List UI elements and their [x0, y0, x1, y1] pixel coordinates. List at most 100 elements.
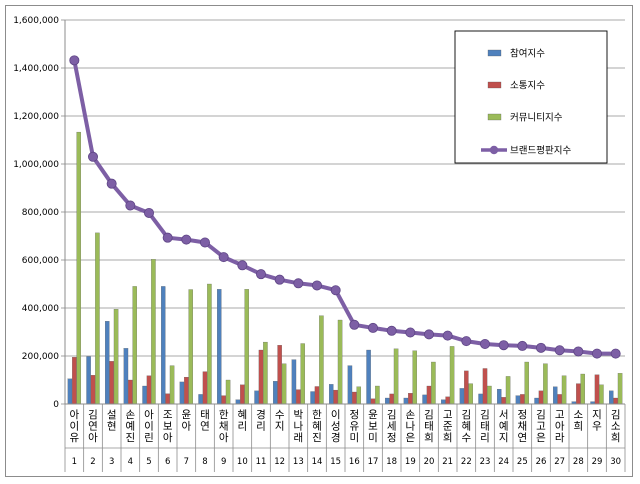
category-char: 보 — [368, 421, 378, 433]
category-char: 이 — [69, 421, 79, 433]
bar — [609, 390, 614, 405]
bar — [296, 389, 301, 405]
line-point — [517, 340, 528, 351]
bar — [352, 391, 357, 405]
rank-label: 15 — [330, 457, 341, 467]
category-char: 나 — [405, 421, 415, 433]
category-char: 지 — [499, 432, 509, 444]
category-char: 아 — [219, 432, 229, 444]
line-point — [162, 232, 173, 243]
bar — [520, 394, 525, 405]
bar — [389, 393, 394, 405]
category-char: 태 — [200, 409, 210, 421]
bar — [412, 350, 417, 405]
bar — [244, 289, 249, 405]
bar — [90, 375, 96, 405]
rank-label: 5 — [146, 457, 151, 467]
brand-reputation-chart: 0 200,000 400,000 600,000 800,000 1,000,000 1,… — [13, 16, 626, 472]
bar — [576, 383, 581, 405]
bar — [445, 396, 450, 405]
bar — [337, 319, 343, 405]
bar — [184, 376, 189, 405]
rank-label: 26 — [536, 457, 547, 467]
bar — [553, 386, 558, 405]
bar — [225, 379, 231, 405]
y-tick-label: 1,200,000 — [13, 112, 59, 122]
line-point — [554, 345, 565, 356]
rank-label: 25 — [517, 457, 528, 467]
category-char: 조 — [163, 409, 173, 421]
category-char: 정 — [387, 432, 397, 444]
bar — [366, 349, 371, 405]
category-char: 리 — [237, 421, 247, 433]
rank-label: 20 — [424, 457, 435, 467]
bar — [329, 384, 334, 405]
bar — [67, 378, 73, 405]
bar — [534, 397, 539, 405]
bar — [221, 395, 226, 405]
category-char: 김 — [88, 409, 98, 421]
bar — [431, 361, 436, 405]
y-tick-label: 400,000 — [22, 304, 59, 314]
rank-label: 13 — [293, 457, 304, 467]
bar — [254, 390, 259, 405]
rank-label: 23 — [480, 457, 491, 467]
bar — [86, 356, 91, 405]
category-char: 세 — [387, 421, 397, 433]
rank-label: 19 — [405, 457, 416, 467]
bar — [441, 399, 446, 405]
rank-label: 7 — [184, 457, 189, 467]
line-point — [274, 274, 285, 285]
category-char: 수 — [275, 409, 285, 421]
category-char: 유 — [349, 421, 359, 433]
line-point — [573, 346, 584, 357]
legend-label: 브랜드평판지수 — [510, 146, 571, 157]
bar — [333, 389, 338, 405]
category-char: 예 — [125, 420, 135, 433]
y-tick-label: 1,600,000 — [13, 16, 59, 26]
y-tick-label: 800,000 — [22, 208, 59, 218]
category-char: 은 — [536, 432, 546, 444]
bar — [300, 343, 305, 405]
bar — [594, 374, 600, 405]
category-char: 정 — [517, 409, 527, 421]
bar — [142, 385, 147, 405]
series-2-bars — [72, 345, 618, 405]
bar — [497, 388, 502, 405]
rank-label: 2 — [90, 457, 95, 467]
category-char: 미 — [368, 432, 378, 444]
category-char: 진 — [312, 432, 322, 444]
bar — [202, 371, 208, 405]
category-char: 연 — [517, 432, 527, 444]
y-tick-label: 1,000,000 — [13, 160, 59, 170]
bars — [67, 131, 623, 405]
category-char: 희 — [573, 421, 583, 433]
rank-label: 1 — [72, 457, 77, 467]
legend-swatch — [487, 81, 502, 89]
line-point — [106, 178, 117, 189]
bar — [123, 348, 129, 405]
category-char: 태 — [424, 421, 434, 433]
category-char: 아 — [69, 409, 79, 421]
bar — [76, 131, 81, 405]
bar — [408, 393, 413, 405]
bar — [403, 397, 409, 405]
bar — [561, 375, 567, 405]
bar — [72, 357, 77, 405]
category-char: 희 — [443, 432, 453, 444]
category-char: 라 — [555, 432, 565, 444]
category-char: 이 — [144, 421, 154, 433]
bar — [161, 286, 166, 405]
bar — [207, 283, 212, 405]
category-char: 김 — [611, 409, 621, 421]
y-tick-label: 0 — [53, 400, 59, 410]
category-char: 보 — [163, 421, 173, 433]
